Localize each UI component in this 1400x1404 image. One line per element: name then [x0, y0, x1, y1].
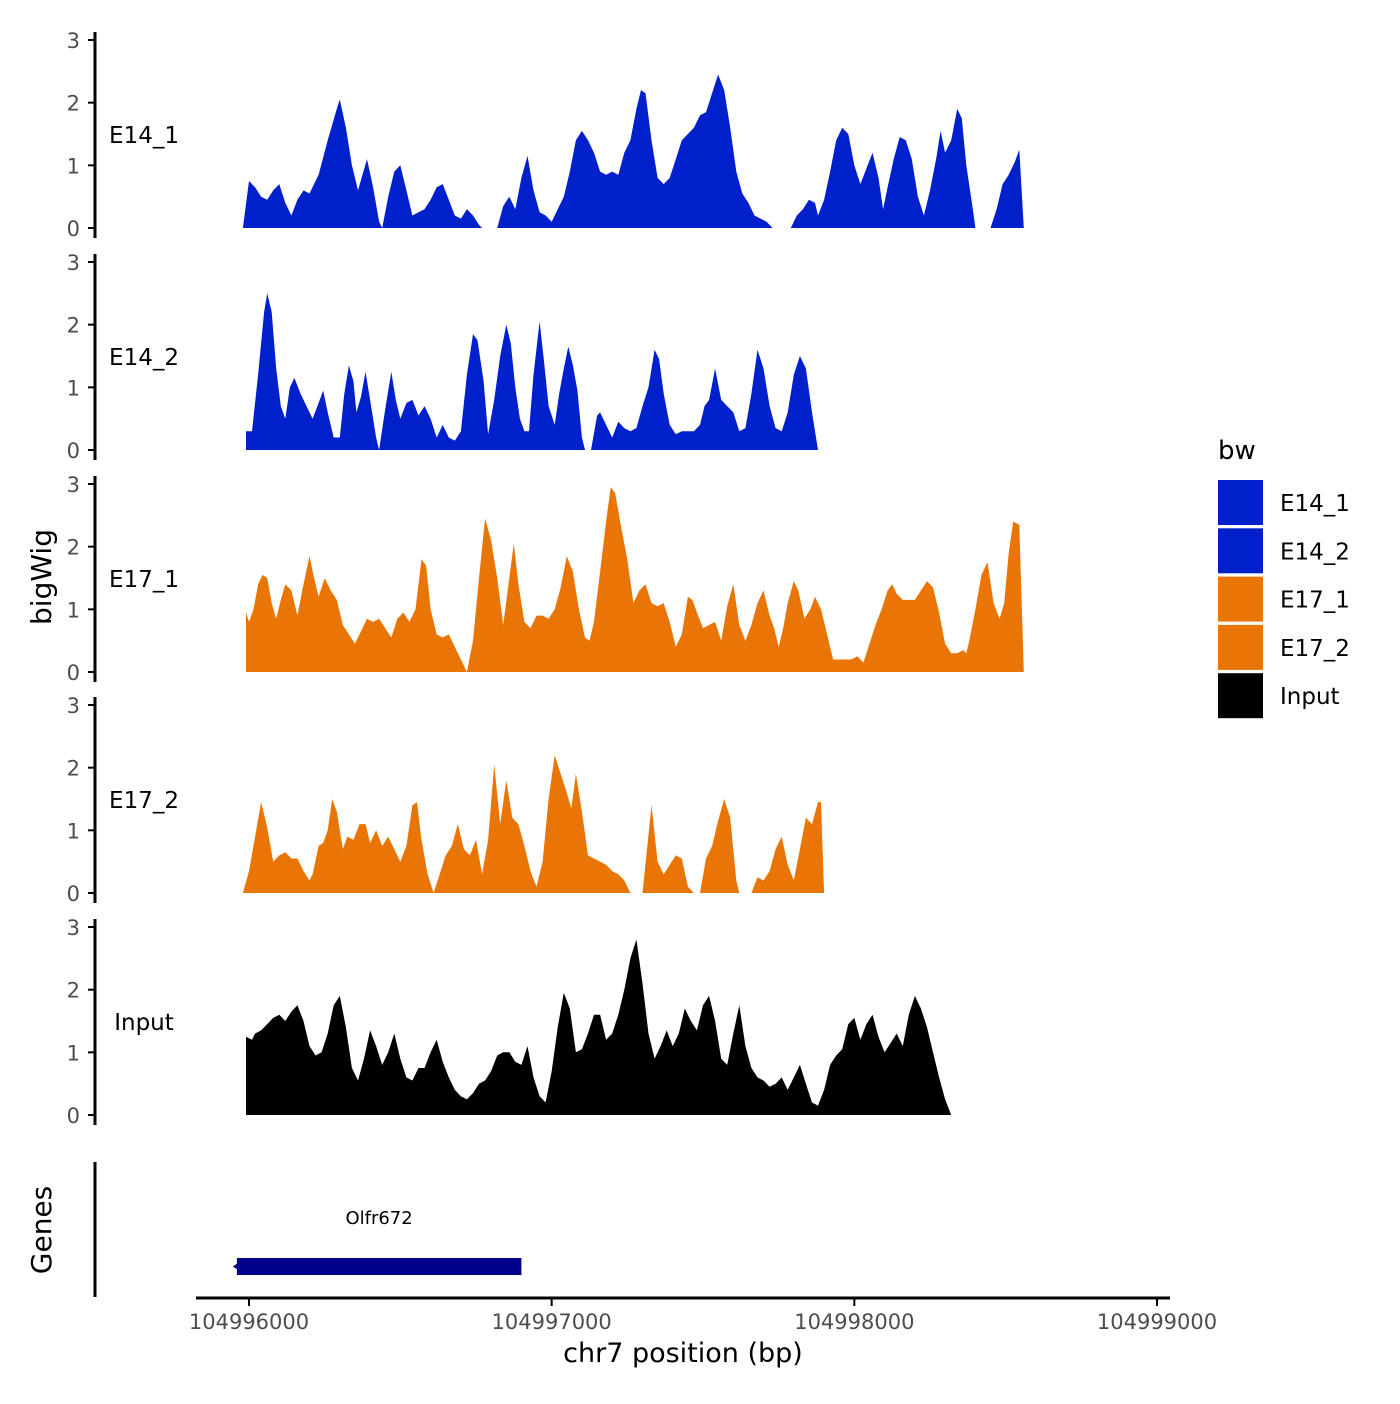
y-tick-label: 2	[67, 979, 80, 1003]
coverage-area-e14-1-3	[790, 108, 976, 228]
coverage-area-e17-1-1	[246, 487, 1024, 672]
y-tick-label: 1	[67, 598, 80, 622]
gene-label-olfr672: Olfr672	[345, 1208, 412, 1229]
y-tick-label: 3	[67, 473, 80, 497]
gene-track-title: Genes	[25, 1186, 58, 1274]
coverage-area-e17-2-1	[242, 755, 631, 893]
y-tick-label: 3	[67, 251, 80, 275]
y-tick-label: 0	[67, 217, 80, 241]
gene-track: Genes Olfr672	[25, 1162, 522, 1297]
y-axis-title: bigWig	[25, 529, 58, 625]
y-tick-label: 3	[67, 694, 80, 718]
y-tick-label: 2	[67, 314, 80, 338]
x-tick-label: 104998000	[794, 1310, 914, 1334]
x-tick-label: 104997000	[492, 1310, 612, 1334]
y-tick-label: 1	[67, 819, 80, 843]
track-label-input: Input	[114, 1010, 174, 1036]
legend-label-input: Input	[1280, 684, 1340, 710]
coverage-area-e14-2-2	[591, 349, 818, 450]
coverage-area-input-1	[246, 939, 952, 1115]
legend-label-e17-1: E17_1	[1280, 588, 1350, 614]
gene-strand-arrow-icon	[232, 1261, 241, 1272]
y-tick-label: 0	[67, 882, 80, 906]
y-tick-label: 2	[67, 536, 80, 560]
coverage-area-e17-2-2	[642, 805, 694, 893]
y-tick-label: 0	[67, 439, 80, 463]
coverage-area-e14-1-2	[497, 74, 773, 228]
x-tick-label: 104996000	[189, 1310, 309, 1334]
y-tick-label: 3	[67, 29, 80, 53]
legend-label-e14-2: E14_2	[1280, 539, 1350, 565]
legend-swatch-e17-2	[1218, 624, 1263, 670]
coverage-area-e17-2-4	[751, 802, 825, 893]
y-tick-label: 3	[67, 916, 80, 940]
legend-items: E14_1 E14_2 E17_1 E17_2 Input	[1218, 480, 1350, 719]
track-e14-1: 0 1 2 3 E14_1	[67, 29, 1024, 241]
track-e14-2: 0 1 2 3 E14_2	[67, 251, 818, 463]
coverage-area-e14-1-4	[990, 149, 1024, 228]
legend-swatch-input	[1218, 673, 1263, 719]
track-label-e17-1: E17_1	[109, 567, 179, 593]
coverage-area-e14-2-1	[246, 293, 585, 450]
legend: bw E14_1 E14_2 E17_1 E17_2 Input	[1218, 436, 1350, 719]
coverage-area-e17-2-3	[700, 799, 740, 893]
legend-swatch-e14-2	[1218, 528, 1263, 574]
track-label-e14-1: E14_1	[109, 123, 179, 149]
y-tick-label: 0	[67, 1104, 80, 1128]
track-input: 0 1 2 3 Input	[67, 916, 952, 1128]
legend-label-e17-2: E17_2	[1280, 636, 1350, 662]
y-tick-label: 2	[67, 757, 80, 781]
x-axis-title: chr7 position (bp)	[563, 1338, 803, 1369]
x-axis: 104996000 104997000 104998000 104999000 chr…	[189, 1296, 1217, 1369]
coverage-area-e14-1-1	[242, 99, 483, 228]
track-label-e14-2: E14_2	[109, 345, 179, 371]
x-tick-label: 104999000	[1097, 1310, 1217, 1334]
legend-swatch-e17-1	[1218, 576, 1263, 622]
x-axis-ticks: 104996000 104997000 104998000 104999000	[189, 1298, 1217, 1334]
gene-body-olfr672[interactable]	[236, 1258, 522, 1275]
legend-label-e14-1: E14_1	[1280, 491, 1350, 517]
y-tick-label: 1	[67, 376, 80, 400]
track-e17-1: 0 1 2 3 E17_1	[67, 473, 1024, 685]
track-e17-2: 0 1 2 3 E17_2	[67, 694, 825, 906]
legend-swatch-e14-1	[1218, 480, 1263, 525]
legend-title: bw	[1218, 436, 1256, 466]
y-tick-label: 0	[67, 661, 80, 685]
y-tick-label: 2	[67, 92, 80, 116]
track-label-e17-2: E17_2	[109, 788, 179, 814]
coverage-tracks: 0 1 2 3 E14_1 0 1 2 3 E14_2 0 1 2 3 E17_1 0 1 2 3 E17_2 0 1 2 3…	[67, 29, 1024, 1128]
y-tick-label: 1	[67, 154, 80, 178]
y-tick-label: 1	[67, 1041, 80, 1065]
